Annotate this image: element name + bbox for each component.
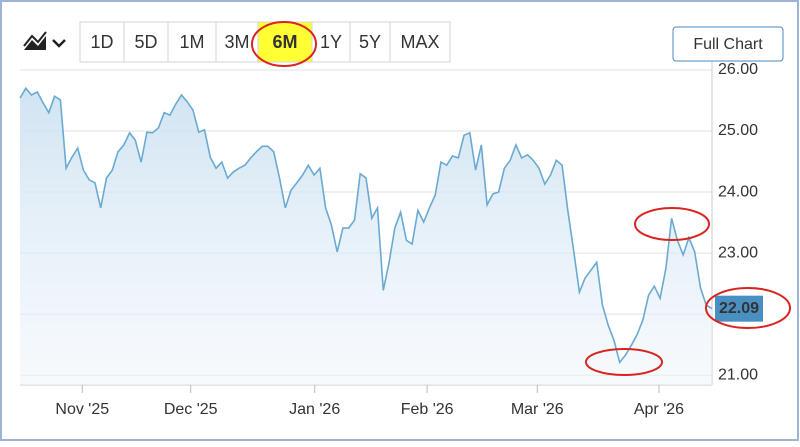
full-chart-bg[interactable] xyxy=(672,26,784,62)
y-tick-label: 25.00 xyxy=(718,122,758,139)
y-tick-label: 21.00 xyxy=(718,366,758,383)
x-tick-label: Dec '25 xyxy=(164,401,218,418)
range-button[interactable]: 6M xyxy=(257,21,313,63)
highlight-ellipse xyxy=(585,348,663,376)
range-button-bg[interactable] xyxy=(349,21,391,63)
x-tick-label: Nov '25 xyxy=(55,401,109,418)
range-button[interactable]: 3M xyxy=(215,21,259,63)
range-button-label[interactable]: 3M xyxy=(224,32,249,52)
y-tick-label: 26.00 xyxy=(718,61,758,78)
range-button-bg[interactable] xyxy=(167,21,217,63)
x-tick-label: Mar '26 xyxy=(511,401,564,418)
range-button-bg[interactable] xyxy=(389,21,451,63)
highlight-ellipse xyxy=(634,207,710,241)
y-tick-label: 24.00 xyxy=(718,183,758,200)
range-button-label[interactable]: MAX xyxy=(400,32,439,52)
range-button[interactable]: 1Y xyxy=(311,21,351,63)
range-button-bg[interactable] xyxy=(311,21,351,63)
range-button[interactable]: 1M xyxy=(167,21,217,63)
range-button[interactable]: MAX xyxy=(389,21,451,63)
last-price-label: 22.09 xyxy=(719,300,759,317)
range-button-label[interactable]: 5D xyxy=(134,32,157,52)
highlight-ellipse xyxy=(251,21,317,67)
last-price-badge xyxy=(715,295,763,322)
range-button[interactable]: 1D xyxy=(79,21,125,63)
full-chart-button[interactable]: Full Chart xyxy=(672,26,784,62)
area-fill xyxy=(20,88,712,386)
x-tick-label: Jan '26 xyxy=(289,401,340,418)
chart-type-icon[interactable] xyxy=(23,31,66,50)
range-button-bg[interactable] xyxy=(79,21,125,63)
full-chart-label[interactable]: Full Chart xyxy=(693,36,763,53)
range-button-label[interactable]: 6M xyxy=(272,32,297,52)
range-button-bg[interactable] xyxy=(215,21,259,63)
range-button-label[interactable]: 1Y xyxy=(320,32,342,52)
range-button-bg[interactable] xyxy=(123,21,169,63)
range-button[interactable]: 5D xyxy=(123,21,169,63)
range-button-label[interactable]: 1D xyxy=(90,32,113,52)
y-tick-label: 23.00 xyxy=(718,244,758,261)
range-button[interactable]: 5Y xyxy=(349,21,391,63)
range-button-label[interactable]: 1M xyxy=(179,32,204,52)
highlight-ellipse xyxy=(705,287,791,329)
price-line xyxy=(19,86,713,365)
x-tick-label: Feb '26 xyxy=(401,401,454,418)
x-tick-label: Apr '26 xyxy=(634,401,684,418)
range-button-label[interactable]: 5Y xyxy=(359,32,381,52)
